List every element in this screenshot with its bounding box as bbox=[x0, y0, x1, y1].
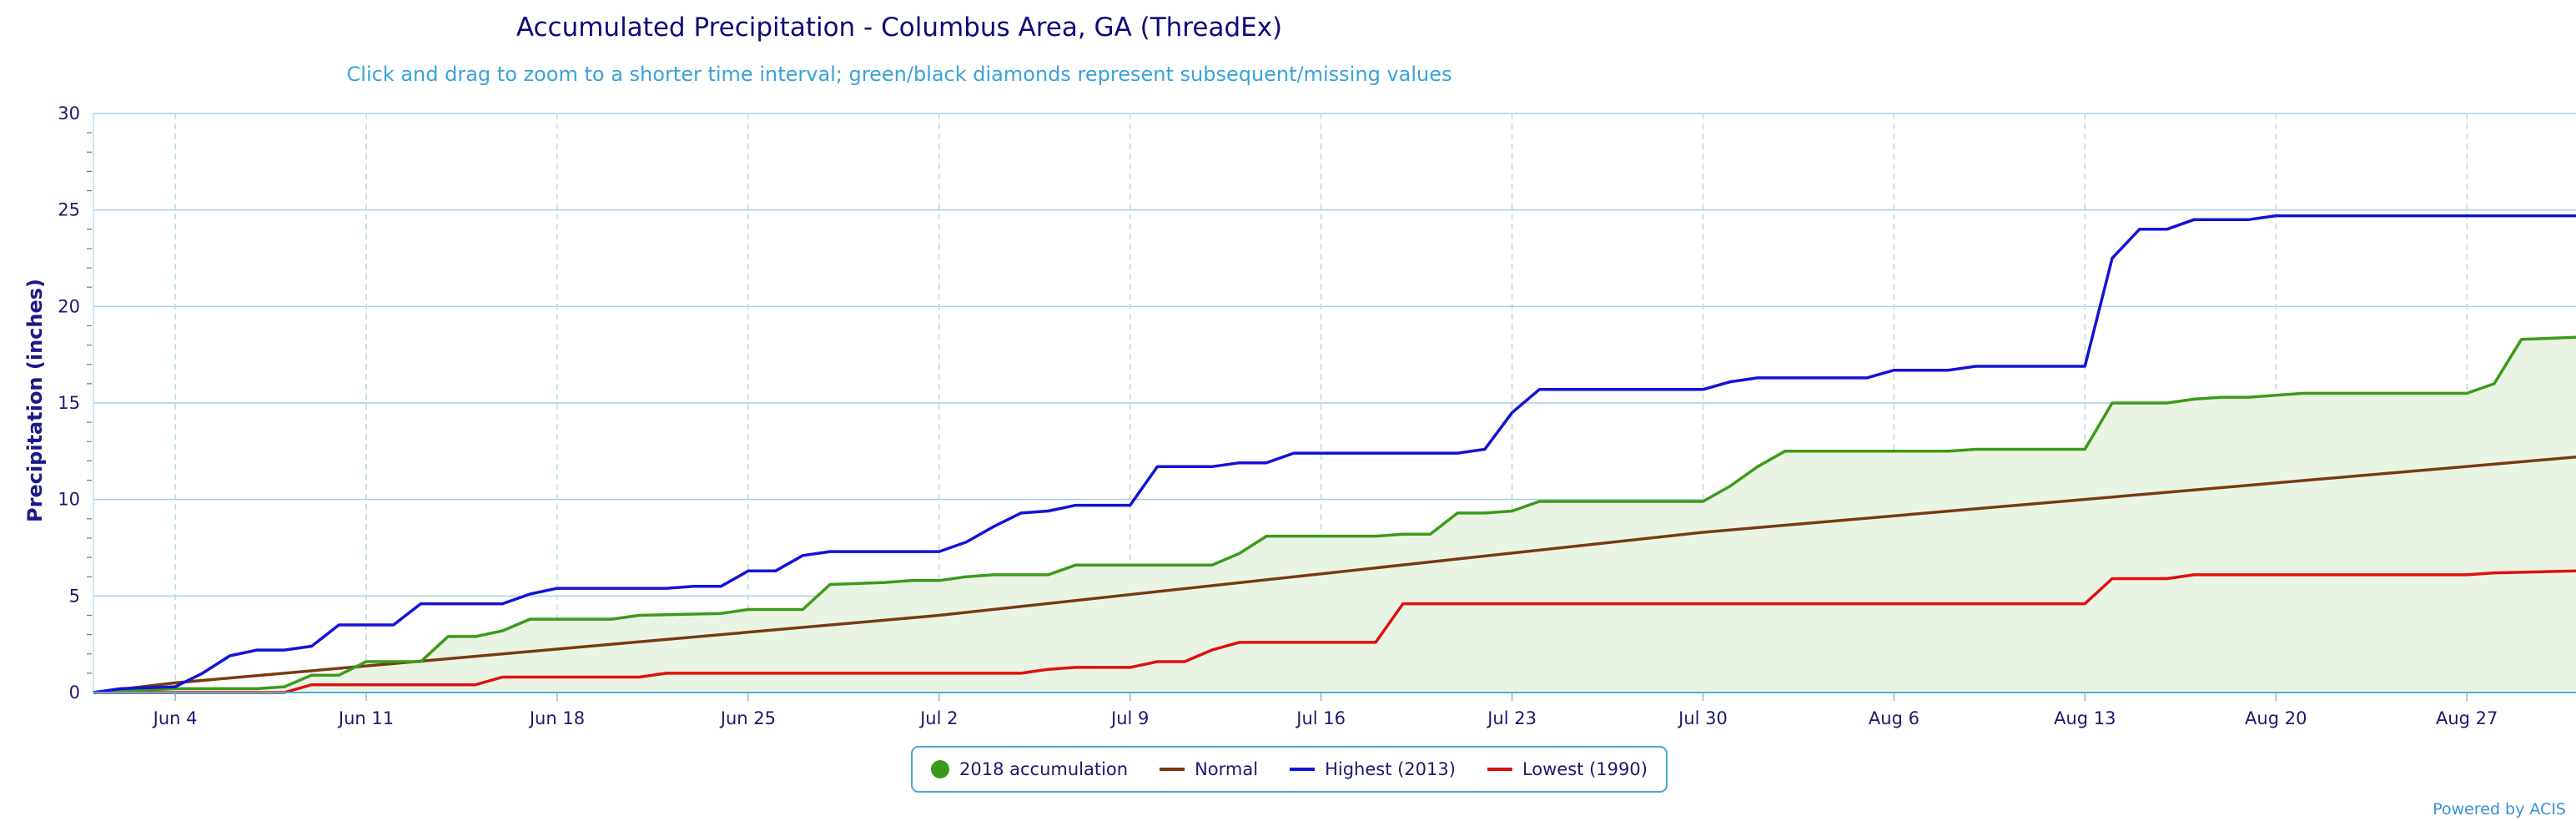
y-tick-label: 0 bbox=[69, 682, 80, 703]
legend-swatch bbox=[1290, 768, 1316, 771]
y-tick-label: 20 bbox=[58, 296, 80, 316]
legend-label: Highest (2013) bbox=[1325, 759, 1456, 779]
series-highest-2013[interactable] bbox=[93, 214, 2576, 694]
y-tick-label: 5 bbox=[69, 586, 80, 606]
x-tick-label: Aug 6 bbox=[1869, 708, 1919, 728]
credit-link[interactable]: Powered by ACIS bbox=[2433, 800, 2566, 818]
accumulation-area bbox=[93, 337, 2576, 693]
accumulation-fill bbox=[93, 337, 2576, 693]
series-lowest-1990[interactable] bbox=[93, 569, 2576, 694]
y-axis-label: Precipitation (inches) bbox=[23, 279, 47, 522]
legend-item-2018-accumulation[interactable]: 2018 accumulation bbox=[931, 759, 1128, 779]
y-tick-label: 30 bbox=[58, 103, 80, 123]
legend-item-lowest-1990[interactable]: Lowest (1990) bbox=[1487, 759, 1648, 779]
series-lines bbox=[93, 214, 2576, 694]
axes: 0 5 10 15 20 25 30 Jun 4 Jun 11 Jun 18 Jun 25 Jul 2… bbox=[58, 103, 2576, 728]
legend-label: Normal bbox=[1195, 759, 1259, 779]
x-tick-label: Jul 23 bbox=[1486, 708, 1537, 728]
legend-label: 2018 accumulation bbox=[959, 759, 1129, 779]
legend-label: Lowest (1990) bbox=[1522, 759, 1648, 779]
x-tick-label: Jul 16 bbox=[1295, 708, 1346, 728]
y-tick-label: 15 bbox=[58, 393, 80, 413]
x-tick-label: Jul 30 bbox=[1677, 708, 1728, 728]
x-tick-label: Aug 20 bbox=[2245, 708, 2307, 728]
chart-title: Accumulated Precipitation - Columbus Are… bbox=[516, 13, 1282, 43]
x-tick-label: Jun 18 bbox=[528, 708, 585, 728]
series-2018-accumulation[interactable] bbox=[93, 335, 2576, 694]
legend-swatch bbox=[1160, 768, 1185, 771]
legend-swatch bbox=[931, 760, 949, 778]
x-tick-label: Jun 11 bbox=[337, 708, 394, 728]
legend-item-normal[interactable]: Normal bbox=[1160, 759, 1258, 779]
x-tick-label: Jun 4 bbox=[152, 708, 198, 728]
x-tick-label: Jun 25 bbox=[719, 708, 776, 728]
x-tick-label: Jul 2 bbox=[918, 708, 958, 728]
chart-subtitle: Click and drag to zoom to a shorter time… bbox=[347, 63, 1452, 86]
legend-swatch bbox=[1487, 768, 1512, 771]
x-tick-label: Jul 9 bbox=[1109, 708, 1149, 728]
y-tick-label: 25 bbox=[58, 200, 80, 220]
y-tick-label: 10 bbox=[58, 490, 80, 510]
legend: 2018 accumulation Normal Highest (2013) Low… bbox=[911, 746, 1668, 793]
x-tick-label: Aug 27 bbox=[2436, 708, 2498, 728]
legend-item-highest-2013[interactable]: Highest (2013) bbox=[1290, 759, 1456, 779]
x-tick-label: Aug 13 bbox=[2054, 708, 2116, 728]
series-normal[interactable] bbox=[93, 456, 2576, 694]
